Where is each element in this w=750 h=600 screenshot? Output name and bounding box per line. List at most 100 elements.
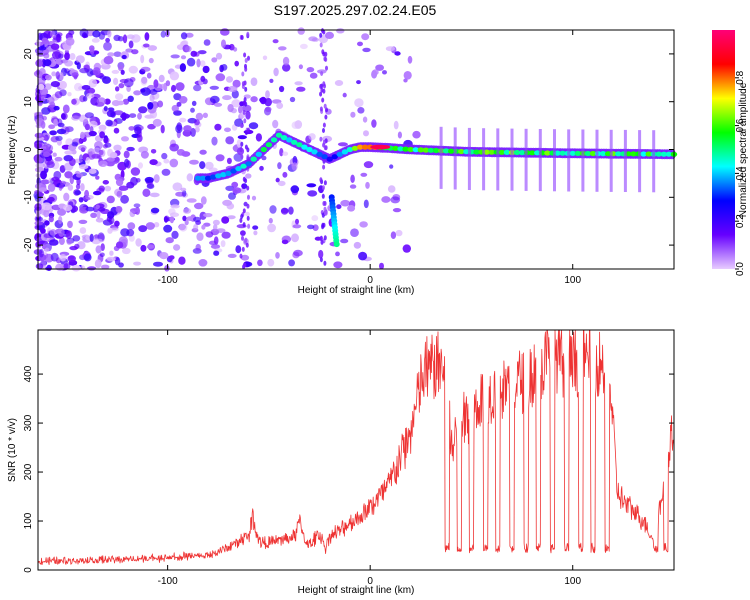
noise-blob bbox=[180, 55, 187, 60]
track-core bbox=[503, 149, 511, 155]
noise-blob bbox=[69, 158, 76, 166]
noise-blob bbox=[37, 192, 44, 197]
noise-blob bbox=[193, 84, 202, 92]
noise-blob bbox=[361, 33, 370, 41]
track-streak bbox=[609, 129, 613, 192]
noise-blob bbox=[211, 57, 218, 63]
noise-blob bbox=[196, 58, 201, 68]
track-peak bbox=[370, 144, 391, 150]
noise-blob bbox=[79, 227, 87, 234]
noise-blob bbox=[221, 216, 230, 224]
noise-blob bbox=[353, 241, 362, 249]
x-tick-label: 100 bbox=[564, 275, 581, 286]
noise-blob bbox=[269, 78, 274, 83]
noise-stripe-blob bbox=[323, 83, 326, 89]
noise-stripe-blob bbox=[246, 203, 250, 209]
noise-stripe-blob bbox=[247, 127, 250, 133]
noise-blob bbox=[49, 30, 56, 38]
noise-blob bbox=[37, 83, 45, 90]
noise-stripe-blob bbox=[241, 81, 245, 87]
noise-stripe-blob bbox=[240, 141, 244, 147]
noise-blob bbox=[55, 135, 63, 141]
noise-blob bbox=[334, 80, 344, 86]
snr-frame bbox=[37, 329, 675, 571]
noise-blob bbox=[225, 136, 235, 145]
noise-blob bbox=[407, 55, 413, 64]
track-core bbox=[351, 145, 359, 151]
noise-blob bbox=[202, 112, 208, 119]
noise-blob bbox=[144, 114, 154, 119]
noise-blob bbox=[98, 160, 108, 167]
branch-blob bbox=[333, 241, 340, 248]
noise-blob bbox=[60, 180, 67, 186]
y-tick-label: 10 bbox=[23, 96, 34, 108]
noise-blob bbox=[278, 46, 287, 51]
noise-blob bbox=[213, 236, 219, 245]
track-core bbox=[311, 149, 318, 155]
track-core bbox=[427, 147, 435, 153]
noise-blob bbox=[311, 215, 319, 222]
noise-blob bbox=[120, 113, 130, 119]
noise-blob bbox=[94, 141, 103, 150]
track-core bbox=[432, 147, 440, 154]
noise-blob bbox=[171, 230, 179, 239]
noise-blob bbox=[80, 183, 85, 192]
noise-blob bbox=[43, 59, 52, 67]
noise-blob bbox=[102, 180, 110, 185]
noise-blob bbox=[87, 266, 97, 271]
noise-blob bbox=[43, 209, 50, 218]
noise-blob bbox=[113, 127, 120, 134]
noise-blob bbox=[95, 217, 104, 223]
colorbar-gradient bbox=[712, 30, 735, 269]
noise-stripe-blob bbox=[240, 154, 244, 159]
noise-stripe-blob bbox=[319, 177, 323, 183]
noise-blob bbox=[121, 136, 129, 142]
noise-blob bbox=[175, 191, 185, 197]
noise-blob bbox=[40, 179, 50, 185]
noise-blob bbox=[216, 228, 226, 234]
track-core bbox=[361, 144, 369, 150]
noise-blob bbox=[349, 184, 357, 189]
track-core bbox=[402, 146, 409, 152]
track-core bbox=[245, 161, 252, 167]
noise-blob bbox=[193, 216, 201, 222]
noise-blob bbox=[354, 98, 364, 108]
noise-blob bbox=[215, 154, 225, 162]
noise-blob bbox=[248, 122, 259, 130]
noise-blob bbox=[275, 177, 280, 183]
noise-blob bbox=[357, 41, 363, 47]
noise-stripe-blob bbox=[247, 223, 251, 229]
noise-blob bbox=[169, 216, 175, 221]
noise-blob bbox=[113, 144, 122, 151]
noise-blob bbox=[98, 149, 104, 156]
noise-blob bbox=[259, 165, 264, 171]
track-streak bbox=[538, 129, 542, 192]
noise-blob bbox=[385, 46, 395, 52]
noise-blob bbox=[234, 60, 239, 67]
noise-blob bbox=[81, 85, 91, 90]
noise-blob bbox=[138, 106, 148, 114]
noise-blob bbox=[224, 127, 231, 133]
noise-blob bbox=[184, 45, 192, 53]
noise-blob bbox=[199, 161, 206, 170]
track-core bbox=[341, 149, 349, 155]
noise-blob bbox=[325, 31, 334, 39]
noise-blob bbox=[49, 229, 57, 236]
noise-blob bbox=[261, 155, 267, 161]
noise-blob bbox=[402, 244, 411, 253]
noise-blob bbox=[128, 40, 134, 49]
noise-blob bbox=[358, 251, 368, 261]
noise-blob bbox=[64, 52, 71, 61]
noise-blob bbox=[35, 216, 44, 222]
noise-blob bbox=[245, 211, 250, 217]
spectrogram-y-label: Frequency (Hz) bbox=[7, 116, 18, 185]
noise-blob bbox=[147, 45, 158, 51]
noise-blob bbox=[140, 244, 147, 252]
noise-stripe-blob bbox=[323, 56, 327, 62]
noise-blob bbox=[184, 219, 189, 226]
noise-blob bbox=[44, 83, 52, 90]
noise-blob bbox=[230, 108, 237, 114]
noise-blob bbox=[145, 222, 155, 230]
noise-blob bbox=[114, 220, 120, 227]
noise-blob bbox=[202, 65, 210, 74]
